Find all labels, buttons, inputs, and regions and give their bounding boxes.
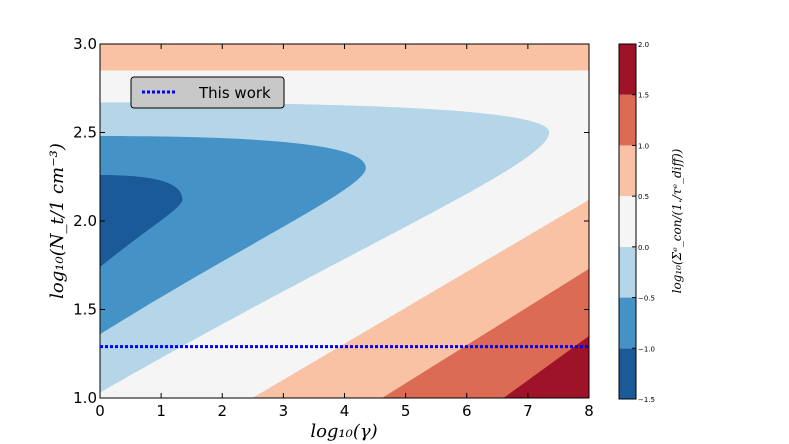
colorbar-segment: [619, 246, 636, 298]
colorbar-tick-label: 0.5: [638, 193, 649, 201]
colorbar-tick-label: −1.5: [638, 396, 655, 404]
x-tick-label: 1: [156, 402, 166, 420]
y-axis-label: log₁₀(N_t/1 cm⁻³): [47, 143, 68, 299]
colorbar-segment: [619, 44, 636, 95]
x-axis-ticks: 0 1 2 3 4 5 6 7 8: [95, 44, 594, 420]
colorbar-segment: [619, 196, 636, 247]
colorbar: −1.5 −1.0 −0.5 0.0 0.5 1.0 1.5 2.0: [618, 41, 655, 404]
region-upper-0.5-to-1.0: [100, 44, 589, 71]
x-tick-label: 3: [279, 402, 289, 420]
colorbar-tick-label: 2.0: [638, 41, 649, 49]
colorbar-tick-label: −1.0: [638, 345, 655, 353]
y-axis-ticks: 1.0 1.5 2.0 2.5 3.0: [73, 35, 589, 407]
y-tick-label: 2.0: [73, 212, 97, 230]
region-neg1.5-to-neg1.0: [100, 174, 183, 268]
colorbar-tick-label: 0.0: [638, 244, 649, 252]
legend-box: [130, 76, 285, 109]
x-tick-label: 7: [523, 402, 533, 420]
region-1.5-to-2.0: [503, 336, 589, 398]
x-tick-label: 0: [95, 402, 105, 420]
colorbar-frame: [618, 43, 637, 400]
colorbar-segment: [619, 348, 636, 399]
x-tick-label: 6: [462, 402, 472, 420]
y-tick-label: 1.5: [73, 301, 97, 319]
colorbar-tick-label: 1.5: [638, 92, 649, 100]
y-tick-label: 1.0: [73, 389, 97, 407]
y-tick-label: 2.5: [73, 124, 97, 142]
colorbar-tick-label: −0.5: [638, 295, 655, 303]
colorbar-tick-label: 1.0: [638, 142, 649, 150]
x-tick-label: 5: [401, 402, 411, 420]
y-tick-label: 3.0: [73, 35, 97, 53]
legend: This work: [130, 76, 285, 109]
colorbar-segment: [619, 297, 636, 349]
contour-regions: [100, 44, 589, 398]
colorbar-segment: [619, 145, 636, 197]
colorbar-label: log₁₀(Σᵉ_con/(1./τᵉ_diff)): [670, 148, 684, 293]
x-tick-label: 4: [340, 402, 350, 420]
legend-label: This work: [198, 84, 271, 102]
x-tick-label: 2: [217, 402, 227, 420]
region-1.0-to-1.5: [382, 268, 589, 398]
colorbar-segment: [619, 94, 636, 146]
x-tick-label: 8: [584, 402, 594, 420]
x-axis-label: log₁₀(γ): [310, 421, 377, 442]
